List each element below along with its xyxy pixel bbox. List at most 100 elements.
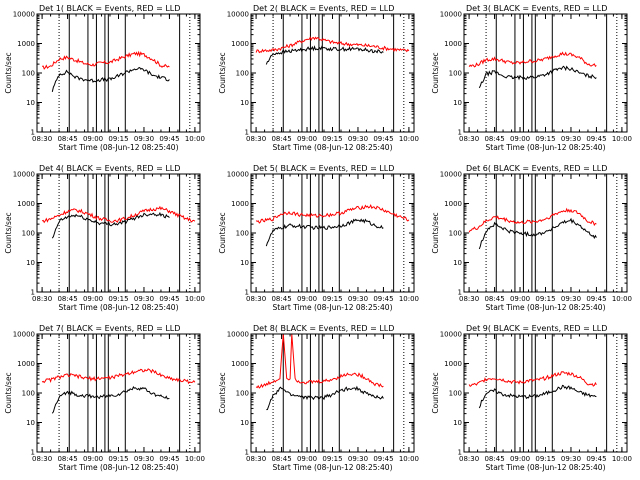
x-tick-label: 09:00 [83,135,103,143]
panel-title: Det 5( BLACK = Events, RED = LLD [253,164,394,173]
x-tick-label: 09:00 [510,135,530,143]
x-tick-label: 10:00 [612,295,632,303]
y-axis-label: Counts/sec [431,52,440,93]
x-tick-label: 10:00 [399,455,419,463]
y-tick-label: 1000 [17,40,35,48]
x-tick-label: 08:30 [459,295,479,303]
x-axis-label: Start Time (08-Jun-12 08:25:40) [486,143,606,152]
y-tick-label: 100 [22,390,35,398]
y-tick-label: 10 [453,419,462,427]
y-tick-label: 10000 [13,171,35,179]
series-events-line [51,67,170,93]
series-lld-line [255,203,410,224]
panel-title: Det 7( BLACK = Events, RED = LLD [39,324,180,333]
x-tick-label: 09:00 [297,455,317,463]
x-tick-label: 09:45 [159,455,179,463]
x-tick-label: 09:30 [348,455,368,463]
y-tick-label: 10 [26,99,35,107]
panel-5: Det 5( BLACK = Events, RED = LLD 1 10 100 10… [218,164,419,312]
y-axis-label: Counts/sec [4,52,13,93]
y-tick-label: 10 [240,419,249,427]
y-tick-label: 100 [22,70,35,78]
x-tick-label: 09:15 [322,295,342,303]
y-tick-label: 100 [449,230,462,238]
x-tick-label: 08:45 [484,135,504,143]
series-lld-line [41,50,170,70]
y-tick-label: 1000 [231,40,249,48]
x-tick-label: 09:30 [134,135,154,143]
y-tick-label: 100 [236,230,249,238]
x-tick-label: 10:00 [185,455,205,463]
plot-frame [36,333,201,453]
x-tick-label: 09:15 [535,455,555,463]
series-events-line [478,217,597,250]
y-tick-label: 10 [453,99,462,107]
y-tick-label: 10 [240,99,249,107]
x-tick-label: 09:45 [373,135,393,143]
y-axis-label: Counts/sec [218,52,227,93]
x-axis-label: Start Time (08-Jun-12 08:25:40) [273,463,393,472]
y-tick-label: 1 [31,449,35,457]
y-tick-label: 1000 [17,200,35,208]
series-events-line [478,384,597,409]
y-tick-label: 10000 [227,171,249,179]
y-tick-label: 10000 [440,11,462,19]
y-tick-label: 10000 [440,331,462,339]
panel-title: Det 4( BLACK = Events, RED = LLD [39,164,180,173]
plot-frame [36,173,201,293]
x-tick-label: 09:45 [373,295,393,303]
series-lld-line [468,371,597,388]
y-tick-label: 100 [236,390,249,398]
y-tick-label: 10 [26,419,35,427]
y-tick-label: 10 [453,259,462,267]
x-tick-label: 08:30 [459,455,479,463]
x-tick-label: 10:00 [399,295,419,303]
x-tick-label: 10:00 [612,135,632,143]
y-tick-label: 10000 [13,11,35,19]
y-tick-label: 1 [458,289,462,297]
x-tick-label: 08:45 [57,455,77,463]
panel-title: Det 8( BLACK = Events, RED = LLD [253,324,394,333]
x-tick-label: 08:30 [246,135,266,143]
series-events-line [51,211,170,239]
x-axis-label: Start Time (08-Jun-12 08:25:40) [59,463,179,472]
x-tick-label: 09:00 [297,135,317,143]
x-tick-label: 09:30 [561,295,581,303]
x-tick-label: 09:30 [561,455,581,463]
panel-7: Det 7( BLACK = Events, RED = LLD 1 10 100 10… [4,324,205,472]
panel-9: Det 9( BLACK = Events, RED = LLD 1 10 100 10… [431,324,632,472]
x-tick-label: 09:30 [134,455,154,463]
panel-8: Det 8( BLACK = Events, RED = LLD 1 10 100 10… [218,324,419,472]
series-lld-line [255,36,410,54]
x-tick-label: 09:45 [373,455,393,463]
panel-1: Det 1( BLACK = Events, RED = LLD 1 10 100 10… [4,4,205,152]
x-tick-label: 10:00 [612,455,632,463]
plot-frame [463,173,628,293]
x-tick-label: 09:45 [586,135,606,143]
y-tick-label: 100 [449,70,462,78]
x-tick-label: 08:45 [57,295,77,303]
x-tick-label: 09:15 [108,295,128,303]
y-tick-label: 1000 [231,200,249,208]
x-tick-label: 08:45 [484,295,504,303]
x-tick-label: 09:30 [561,135,581,143]
y-tick-label: 1 [31,129,35,137]
x-tick-label: 09:00 [83,455,103,463]
x-tick-label: 09:30 [348,295,368,303]
x-tick-label: 09:00 [297,295,317,303]
series-lld-line [41,368,196,385]
y-tick-label: 1 [458,129,462,137]
y-axis-label: Counts/sec [218,212,227,253]
panel-title: Det 3( BLACK = Events, RED = LLD [466,4,607,13]
y-tick-label: 1000 [231,360,249,368]
x-tick-label: 10:00 [185,295,205,303]
plot-frame [250,333,415,453]
x-tick-label: 09:15 [535,135,555,143]
x-tick-label: 08:30 [246,295,266,303]
x-tick-label: 09:00 [510,455,530,463]
x-tick-label: 08:45 [57,135,77,143]
panel-3: Det 3( BLACK = Events, RED = LLD 1 10 100 10… [431,4,632,152]
panel-2: Det 2( BLACK = Events, RED = LLD 1 10 100 10… [218,4,419,152]
x-tick-label: 09:30 [348,135,368,143]
plot-frame [250,13,415,133]
